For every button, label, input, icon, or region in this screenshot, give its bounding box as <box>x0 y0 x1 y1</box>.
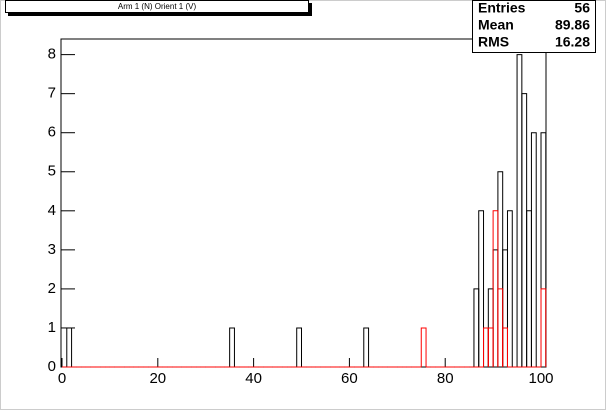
x-tick-label: 80 <box>437 370 454 387</box>
histogram-bin <box>66 327 73 367</box>
title-box <box>5 0 309 13</box>
histogram-bin <box>530 132 537 367</box>
stat-label: RMS <box>478 34 509 50</box>
y-tick-label: 8 <box>48 46 56 63</box>
y-tick-label: 3 <box>48 241 56 258</box>
histogram-bin <box>363 327 370 367</box>
y-tick-label: 6 <box>48 124 56 141</box>
histogram-bin <box>540 132 547 367</box>
histogram-bin <box>229 327 235 367</box>
stat-value: 89.86 <box>555 17 590 33</box>
y-tick-label: 5 <box>48 163 56 180</box>
histogram-bin <box>502 327 508 367</box>
y-tick-label: 1 <box>48 319 56 336</box>
histogram-bin <box>506 210 513 367</box>
y-tick-label: 2 <box>48 280 56 297</box>
histogram-bin <box>540 288 547 367</box>
y-tick-label: 4 <box>48 202 56 219</box>
histogram-bin <box>478 210 485 367</box>
stat-label: Entries <box>478 0 526 16</box>
y-tick-label: 7 <box>48 85 56 102</box>
histogram-bin <box>420 327 427 367</box>
stats-box <box>472 0 596 53</box>
histogram-bin <box>296 327 303 367</box>
x-tick-label: 60 <box>341 370 358 387</box>
chart-title: Arm 1 (N) Orient 1 (V) <box>118 2 197 11</box>
stat-label: Mean <box>478 17 514 33</box>
x-tick-label: 100 <box>528 370 553 387</box>
y-tick-label: 0 <box>48 358 56 375</box>
x-tick-label: 20 <box>149 370 166 387</box>
x-tick-label: 0 <box>58 370 66 387</box>
stat-value: 16.28 <box>555 34 590 50</box>
x-tick-label: 40 <box>245 370 262 387</box>
stat-value: 56 <box>574 0 590 16</box>
